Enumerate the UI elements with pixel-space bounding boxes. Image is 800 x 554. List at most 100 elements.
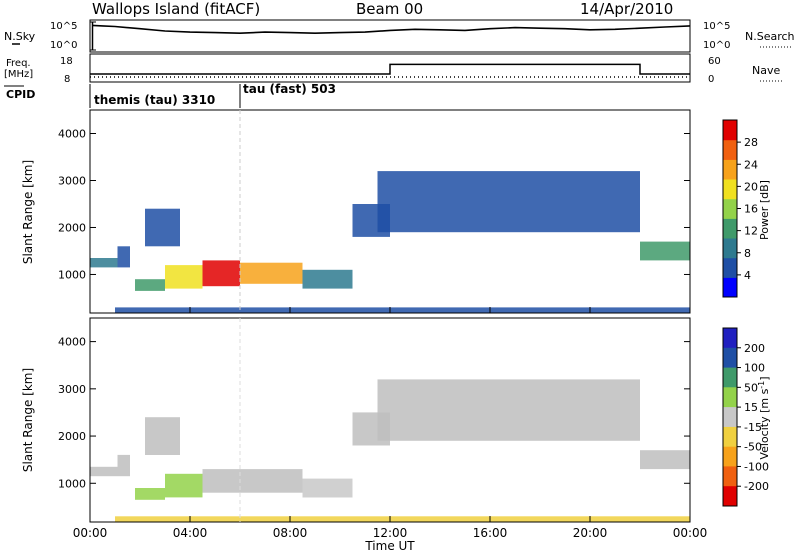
colorbar-segment [723, 257, 737, 278]
nsearch-label: N.Search [745, 30, 795, 43]
colorbar-segment [723, 139, 737, 160]
y-tick-label: 1000 [58, 477, 86, 490]
scatter-region [640, 450, 690, 470]
scatter-region [165, 473, 203, 498]
scatter-region [202, 260, 240, 287]
scatter-region [135, 488, 165, 500]
scatter-region [202, 469, 303, 493]
y-tick-label: 4000 [58, 127, 86, 140]
velocity-panel-data [90, 379, 690, 522]
scatter-region [135, 279, 165, 291]
x-tick-label: 00:00 [73, 526, 108, 540]
nsky-label: N.Sky [4, 30, 36, 43]
scatter-region [302, 269, 353, 289]
scatter-region [377, 379, 640, 441]
colorbar-segment [723, 277, 737, 298]
power-y-ticks: 1000 2000 3000 4000 [58, 127, 690, 281]
nsearch-tick-label-bottom: 10^0 [703, 40, 730, 51]
x-tick-label: 08:00 [273, 526, 308, 540]
cpid-entry-1: themis (tau) 3310 [94, 93, 215, 107]
colorbar-tick-label: 28 [744, 136, 758, 149]
freq-tick-label-top: 18 [60, 56, 73, 67]
colorbar-segment [723, 466, 737, 487]
cpid-label: CPID [6, 88, 35, 101]
colorbar-segment [723, 328, 737, 349]
cpid-entry-2: tau (fast) 503 [243, 82, 336, 96]
colorbar-segment [723, 198, 737, 219]
velocity-ylabel: Slant Range [km] [21, 368, 35, 472]
x-tick-label: 20:00 [573, 526, 608, 540]
colorbar-segment [723, 179, 737, 200]
nave-tick-label-top: 60 [708, 56, 721, 67]
nsky-line [91, 22, 691, 50]
scatter-region [90, 258, 118, 268]
scatter-region [377, 171, 640, 233]
nsky-panel-frame [89, 19, 691, 53]
scatter-region [90, 466, 118, 477]
site-title: Wallops Island (fitACF) [92, 0, 260, 18]
nsky-tick-label-bottom: 10^0 [50, 40, 77, 51]
scatter-region [165, 265, 203, 289]
colorbar-tick-label: 200 [744, 342, 765, 355]
velocity-title-close: ] [758, 376, 771, 380]
colorbar-tick-label: -15 [744, 421, 762, 434]
nave-tick-label-bottom: 0 [708, 74, 714, 85]
y-tick-label: 4000 [58, 336, 86, 349]
power-ylabel: Slant Range [km] [21, 160, 35, 264]
colorbar-segment [723, 238, 737, 259]
colorbar-segment [723, 218, 737, 239]
power-panel-data [90, 171, 690, 313]
beam-title: Beam 00 [356, 0, 423, 18]
colorbar-tick-label: 24 [744, 158, 758, 171]
colorbar-tick-label: -50 [744, 441, 762, 454]
nsearch-tick-label-top: 10^5 [703, 21, 730, 32]
date-title: 14/Apr/2010 [580, 0, 673, 18]
x-axis-ticks: 00:00 04:00 08:00 12:00 16:00 20:00 00:00 [73, 307, 708, 540]
scatter-region [302, 478, 353, 498]
colorbar-segment [723, 387, 737, 408]
scatter-region [117, 246, 130, 268]
colorbar-segment [723, 446, 737, 467]
scatter-region [117, 454, 130, 477]
colorbar-tick-label: 100 [744, 362, 765, 375]
colorbar-segment [723, 367, 737, 388]
colorbar-tick-label: 20 [744, 180, 758, 193]
freq-panel-frame [89, 53, 691, 83]
x-tick-label: 12:00 [373, 526, 408, 540]
x-axis-label: Time UT [364, 539, 415, 553]
colorbar-segment [723, 426, 737, 448]
scatter-region [145, 417, 180, 455]
colorbar-segment [723, 407, 737, 428]
power-colorbar [723, 120, 737, 298]
frequency-line [90, 63, 690, 75]
y-tick-label: 3000 [58, 174, 86, 187]
colorbar-tick-label: 16 [744, 203, 758, 216]
y-tick-label: 2000 [58, 221, 86, 234]
colorbar-segment [723, 120, 737, 141]
nave-label: Nave [752, 64, 780, 77]
x-tick-label: 16:00 [473, 526, 508, 540]
velocity-y-ticks: 1000 2000 3000 4000 [58, 336, 690, 490]
freq-label: Freq. [6, 58, 31, 69]
velocity-colorbar-ticks: 200 100 50 15 -15 -50 -100 -200 [737, 342, 769, 493]
y-tick-label: 2000 [58, 430, 86, 443]
velocity-colorbar-frame [722, 327, 738, 507]
velocity-colorbar-title: Velocity [m s-1] [757, 376, 772, 459]
scatter-region [240, 262, 303, 284]
scatter-region [115, 516, 690, 522]
colorbar-tick-label: -100 [744, 460, 769, 473]
colorbar-segment [723, 347, 737, 369]
scatter-region [145, 208, 180, 247]
colorbar-tick-label: 4 [744, 269, 751, 282]
colorbar-tick-label: 15 [744, 401, 758, 414]
y-tick-label: 3000 [58, 383, 86, 396]
x-tick-label: 00:00 [673, 526, 708, 540]
scatter-region [640, 241, 690, 261]
velocity-title-exp: -1 [757, 381, 766, 389]
colorbar-tick-label: 8 [744, 247, 751, 260]
colorbar-segment [723, 159, 737, 180]
power-colorbar-title: Power [dB] [758, 180, 771, 240]
colorbar-tick-label: 12 [744, 225, 758, 238]
colorbar-segment [723, 486, 737, 507]
